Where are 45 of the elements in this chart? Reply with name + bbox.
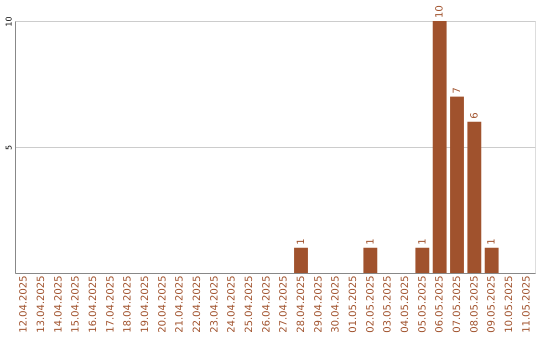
x-tick-label: 13.04.2025 [36,276,47,333]
data-label: 7 [452,87,463,94]
y-tick-label: 5 [4,144,14,150]
bar [432,21,447,273]
bar [363,248,378,273]
x-tick-label: 18.04.2025 [122,276,134,333]
x-tick-label: 15.04.2025 [70,276,82,333]
x-tick-label: 14.04.2025 [53,276,64,333]
x-tick-label: 19.04.2025 [140,276,151,333]
x-tick-label: 02.05.2025 [365,276,376,333]
data-label: 1 [486,238,498,245]
x-tick-label: 11.05.2025 [521,276,532,333]
x-tick-label: 26.04.2025 [261,276,272,333]
x-tick-label: 28.04.2025 [296,276,307,333]
bar [467,122,482,273]
x-tick-label: 25.04.2025 [244,276,255,333]
x-tick-label: 04.05.2025 [400,276,411,333]
data-label: 1 [296,238,307,245]
bar [415,248,430,273]
data-label: 1 [365,238,376,245]
data-label: 10 [434,5,446,18]
x-tick-label: 17.04.2025 [105,276,116,333]
x-tick-label: 23.04.2025 [209,276,220,333]
x-tick-label: 20.04.2025 [157,276,168,333]
data-label: 1 [417,238,428,245]
x-tick-label: 29.04.2025 [313,276,324,333]
x-tick-label: 30.04.2025 [330,276,342,333]
x-tick-label: 07.05.2025 [452,276,463,333]
bar [484,248,499,273]
x-tick-label: 09.05.2025 [486,276,498,333]
data-label: 6 [469,112,480,119]
x-tick-label: 08.05.2025 [469,276,480,333]
bar [450,96,464,273]
x-tick-label: 22.04.2025 [192,276,203,333]
x-tick-label: 01.05.2025 [348,276,359,333]
x-tick-label: 27.04.2025 [278,276,290,333]
x-tick-label: 12.04.2025 [18,276,30,333]
x-tick-label: 16.04.2025 [88,276,99,333]
x-tick-label: 05.05.2025 [417,276,428,333]
x-tick-label: 10.05.2025 [504,276,515,333]
bar [294,248,308,273]
x-tick-label: 24.04.2025 [226,276,238,333]
x-tick-label: 21.04.2025 [174,276,186,333]
x-tick-label: 03.05.2025 [382,276,394,333]
x-tick-label: 06.05.2025 [434,276,446,333]
